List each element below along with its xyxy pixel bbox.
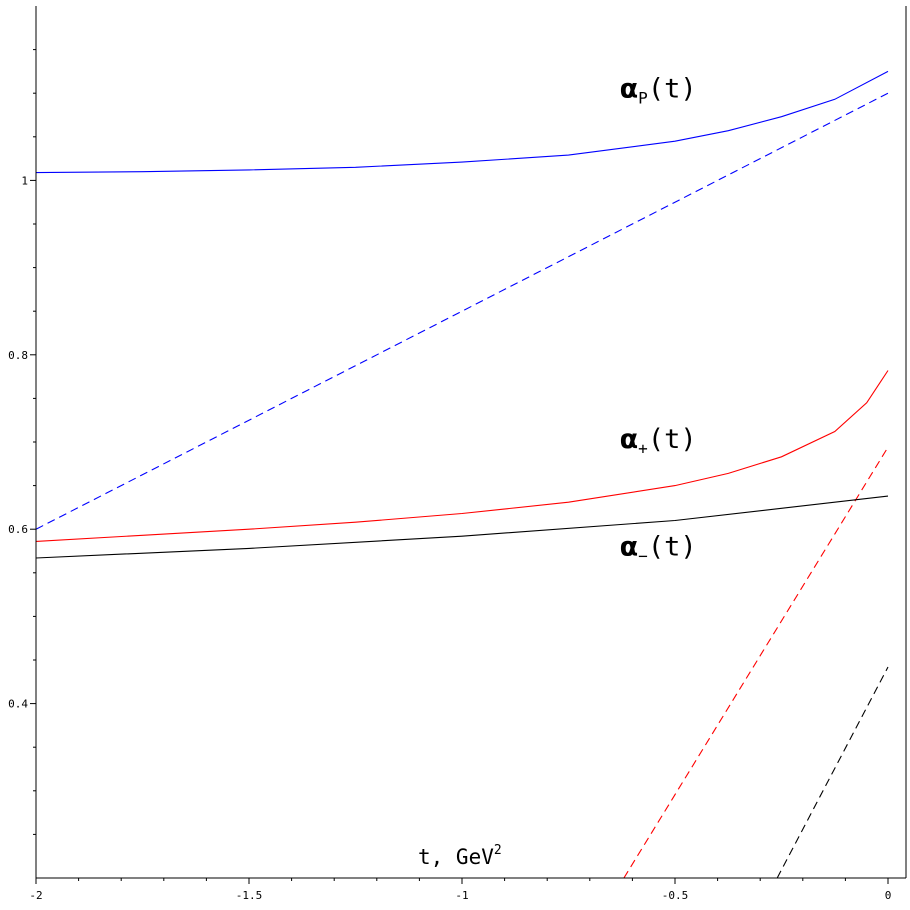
series-layer [36,70,889,878]
series-line-3-solid [36,370,889,542]
alpha-minus-label: α−(t) [620,531,697,565]
x-tick-label: -1.5 [236,889,263,902]
series-line-4-dashed [623,446,889,878]
x-axis-label-superscript: 2 [494,843,502,858]
x-axis-label-text: t, GeV [418,845,494,869]
series-line-6-dashed [776,666,889,878]
y-tick-label: 1 [21,174,28,187]
y-tick-label: 0.4 [8,698,28,711]
y-tick-label: 0.8 [8,349,28,362]
x-tick-label: -2 [29,889,42,902]
x-tick-label: -1 [455,889,468,902]
series-line-1-solid [36,70,889,174]
alpha-pomeron-label: αP(t) [620,74,697,108]
y-tick-label: 0.6 [8,523,28,536]
series-line-2-dashed [36,92,889,530]
x-tick-label: -0.5 [662,889,689,902]
series-line-5-solid [36,495,889,559]
ticks-layer: -2 -1.5 -1 -0.5 0 0.4 0.6 0.8 1 [8,49,892,902]
alpha-plus-label: α+(t) [620,424,697,458]
annotation-layer: αP(t) α+(t) α−(t) [620,74,697,566]
x-axis-label: t, GeV2 [418,843,502,869]
x-tick-label: 0 [885,889,892,902]
